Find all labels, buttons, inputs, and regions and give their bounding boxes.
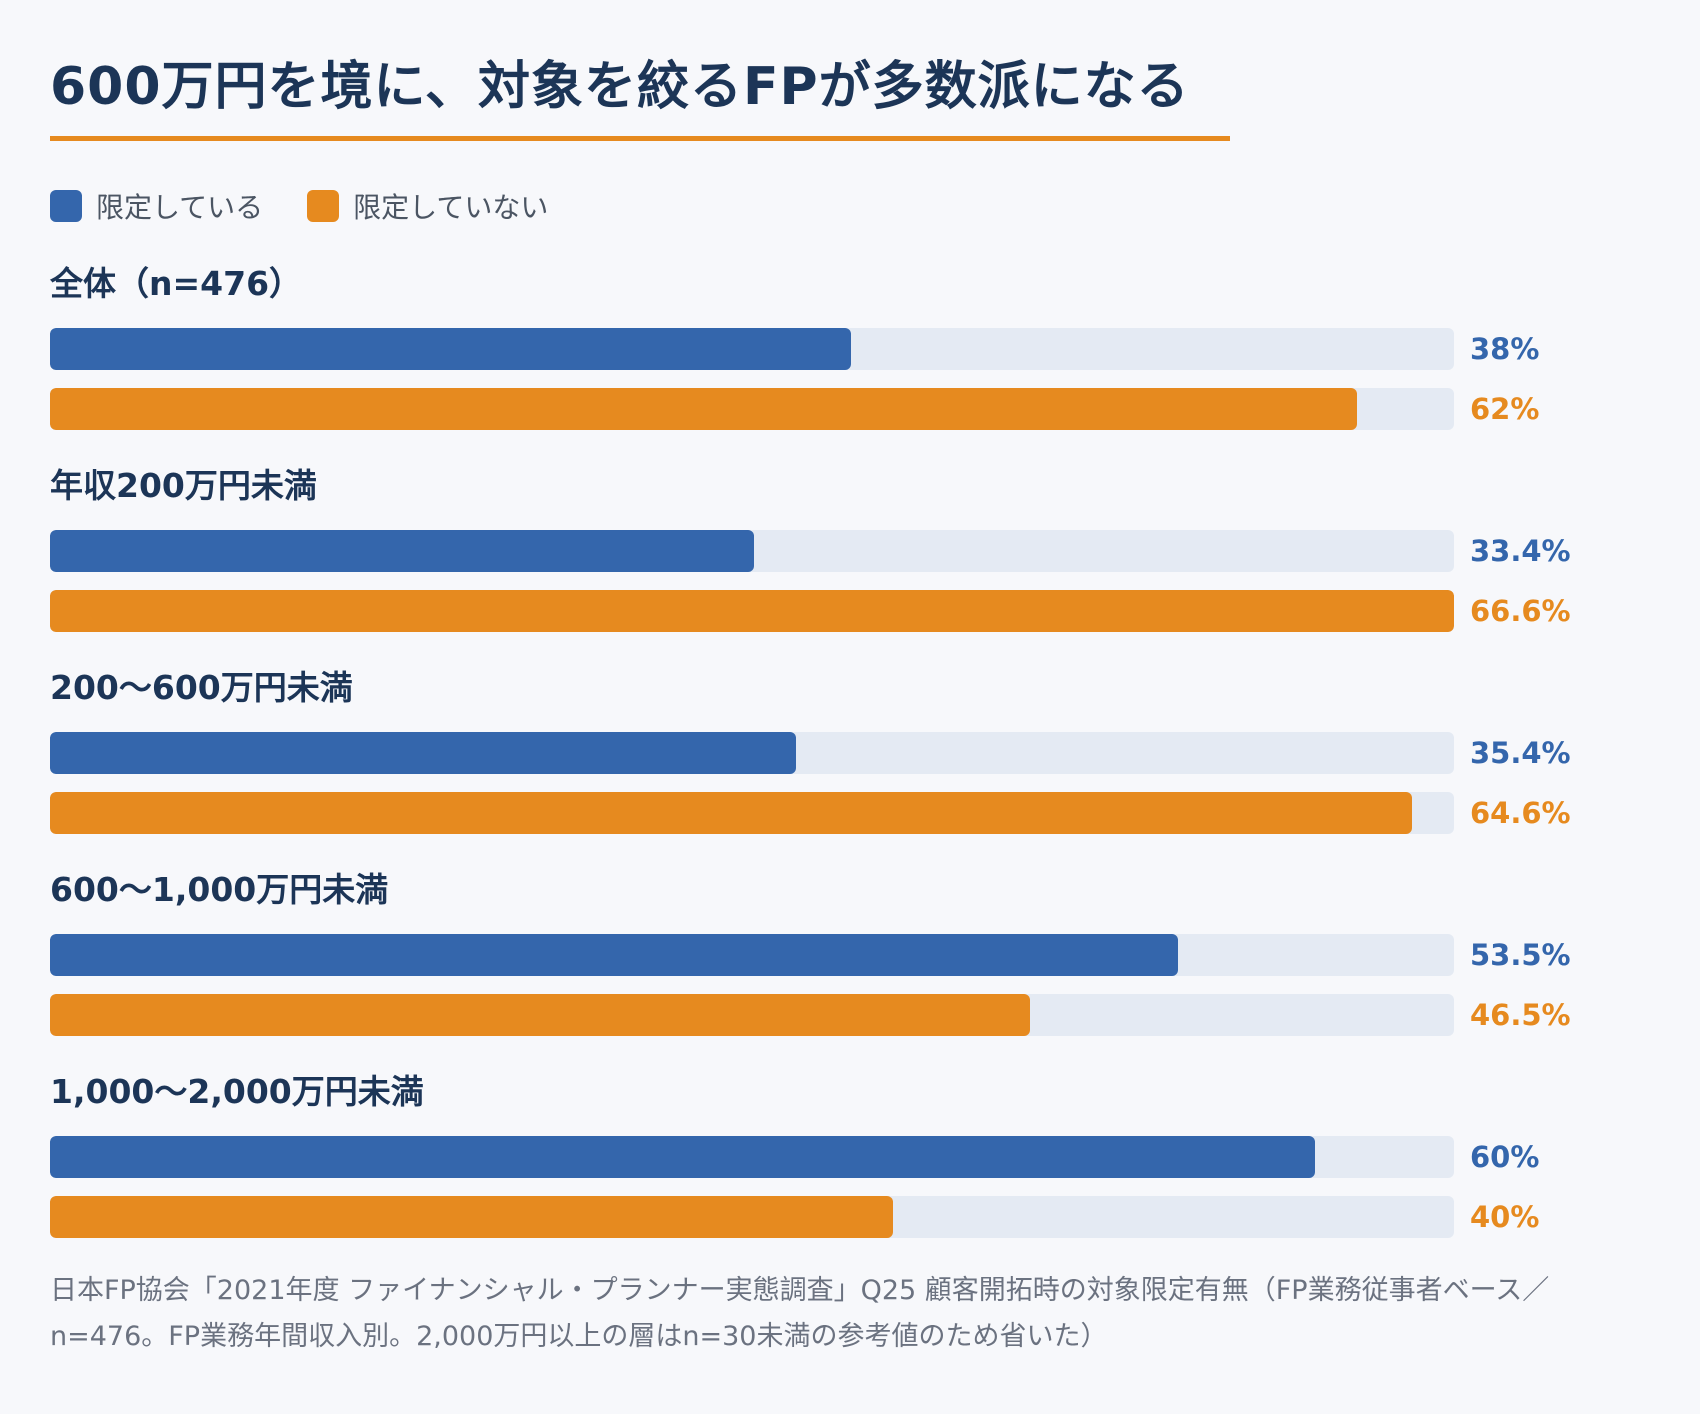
group-label: 1,000〜2,000万円未満 <box>50 1072 424 1111</box>
bar-limited <box>50 732 797 774</box>
bar-limited <box>50 934 1178 976</box>
bar-not-limited <box>50 590 1454 632</box>
group-label: 200〜600万円未満 <box>50 668 353 707</box>
bar-track <box>50 328 1454 370</box>
bar-track <box>50 934 1454 976</box>
bar-track <box>50 590 1454 632</box>
data-label-limited: 60% <box>1470 1140 1540 1174</box>
legend-item-limited: 限定している <box>50 186 263 226</box>
bar-not-limited <box>50 792 1412 834</box>
data-label-not-limited: 66.6% <box>1470 594 1571 628</box>
bar-not-limited <box>50 994 1031 1036</box>
group-label: 600〜1,000万円未満 <box>50 870 389 909</box>
bar-not-limited <box>50 388 1358 430</box>
legend-swatch-limited <box>50 190 82 222</box>
bar-track <box>50 1196 1454 1238</box>
title-underline <box>50 136 1230 141</box>
data-label-not-limited: 40% <box>1470 1200 1540 1234</box>
bar-track <box>50 388 1454 430</box>
chart-title: 600万円を境に、対象を絞るFPが多数派になる <box>50 57 1190 117</box>
data-label-not-limited: 62% <box>1470 392 1540 426</box>
legend-item-not-limited: 限定していない <box>307 186 548 226</box>
bar-track <box>50 732 1454 774</box>
data-label-limited: 33.4% <box>1470 534 1571 568</box>
group-label: 年収200万円未満 <box>50 466 317 505</box>
legend-swatch-not-limited <box>307 190 340 222</box>
legend-label-limited: 限定している <box>96 191 264 224</box>
data-label-limited: 35.4% <box>1470 736 1571 770</box>
bar-track <box>50 530 1454 572</box>
bar-limited <box>50 1136 1315 1178</box>
legend: 限定している 限定していない <box>50 186 548 226</box>
data-label-not-limited: 46.5% <box>1470 998 1571 1032</box>
bar-limited <box>50 328 852 370</box>
data-label-limited: 53.5% <box>1470 938 1571 972</box>
bar-limited <box>50 530 755 572</box>
bar-track <box>50 994 1454 1036</box>
source-note: 日本FP協会「2021年度 ファイナンシャル・プランナー実態調査」Q25 顧客開… <box>50 1275 1550 1352</box>
bar-track <box>50 1136 1454 1178</box>
data-label-not-limited: 64.6% <box>1470 796 1571 830</box>
legend-label-not-limited: 限定していない <box>353 191 549 224</box>
group-label: 全体（n=476） <box>50 264 303 303</box>
data-label-limited: 38% <box>1470 332 1540 366</box>
bar-not-limited <box>50 1196 894 1238</box>
bar-track <box>50 792 1454 834</box>
